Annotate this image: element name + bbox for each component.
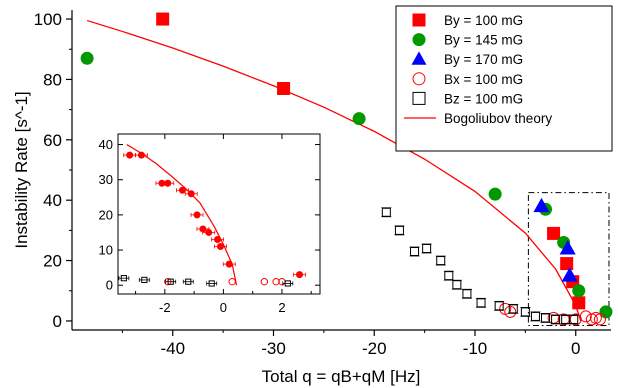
point-bx-100-mg bbox=[557, 313, 570, 326]
inset-y-tick-label: 10 bbox=[99, 243, 113, 258]
inset-point-open-square bbox=[185, 278, 192, 285]
inset-point-open-square bbox=[284, 280, 291, 287]
y-tick-label: 40 bbox=[43, 191, 62, 210]
point-by-100-mg bbox=[277, 81, 291, 95]
point-bz-100-mg bbox=[381, 207, 391, 217]
point-by-100-mg bbox=[560, 257, 574, 271]
inset-y-tick-label: 0 bbox=[106, 278, 113, 293]
point-bz-100-mg bbox=[410, 247, 420, 257]
point-bz-100-mg bbox=[436, 256, 446, 266]
point-bx-100-mg bbox=[593, 313, 606, 326]
point-bx-100-mg bbox=[579, 310, 592, 323]
point-bz-100-mg bbox=[520, 307, 530, 317]
y-tick-label: 60 bbox=[43, 131, 62, 150]
inset-point-filled-circle bbox=[225, 260, 233, 268]
inset-point-filled-circle bbox=[296, 271, 304, 279]
inset-point-filled-circle bbox=[164, 179, 172, 187]
legend-entry-by-100-mg: By = 100 mG bbox=[412, 13, 523, 28]
point-by-100-mg bbox=[547, 226, 561, 240]
y-axis-title: Instability Rate [s^-1] bbox=[12, 91, 31, 248]
point-by-170-mg bbox=[533, 197, 550, 213]
legend-swatch bbox=[412, 33, 426, 47]
inset-point-filled-circle bbox=[178, 186, 186, 194]
point-by-100-mg bbox=[156, 12, 170, 26]
legend-label: Bx = 100 mG bbox=[444, 72, 523, 87]
point-bz-100-mg bbox=[569, 314, 579, 324]
legend-entry-bx-100-mg: Bx = 100 mG bbox=[412, 72, 523, 87]
legend-swatch bbox=[412, 72, 426, 86]
point-bz-100-mg bbox=[462, 289, 472, 299]
inset-point-open-circle bbox=[228, 277, 236, 286]
inset-point-filled-circle bbox=[199, 225, 207, 233]
inset-point-filled-circle bbox=[216, 243, 224, 251]
point-bz-100-mg bbox=[508, 304, 518, 314]
inset-y-tick-label: 20 bbox=[99, 207, 113, 222]
point-by-170-mg bbox=[559, 240, 576, 255]
y-tick-label: 100 bbox=[34, 10, 62, 29]
inset-point-open-circle bbox=[260, 277, 269, 286]
x-tick-label: -20 bbox=[362, 339, 387, 358]
inset-point-open-square bbox=[141, 276, 148, 284]
legend-swatch bbox=[412, 13, 426, 27]
inset-x-tick-label: 2 bbox=[278, 300, 285, 315]
inset-point-filled-circle bbox=[187, 190, 195, 198]
inset-x-tick-label: -2 bbox=[159, 300, 171, 315]
point-by-100-mg bbox=[572, 296, 586, 310]
legend-swatch bbox=[412, 91, 426, 105]
x-tick-label: -30 bbox=[261, 339, 286, 358]
inset-point-filled-circle bbox=[193, 211, 201, 219]
point-bz-100-mg bbox=[530, 311, 540, 321]
legend-entry-by-145-mg: By = 145 mG bbox=[412, 33, 523, 48]
point-bz-100-mg bbox=[476, 298, 486, 308]
legend-label: By = 145 mG bbox=[444, 33, 523, 48]
y-tick-label: 80 bbox=[43, 70, 62, 89]
inset-point-open-square bbox=[208, 280, 215, 287]
legend-frame bbox=[395, 5, 613, 152]
inset-point-filled-circle bbox=[205, 228, 213, 236]
x-tick-label: -40 bbox=[160, 339, 185, 358]
point-bx-100-mg bbox=[504, 305, 517, 318]
inset-point-filled-circle bbox=[214, 235, 222, 243]
point-bz-100-mg bbox=[394, 225, 404, 235]
legend-label: Bogoliubov theory bbox=[444, 111, 552, 126]
highlight-box bbox=[527, 192, 610, 326]
point-by-145-mg bbox=[572, 284, 586, 298]
inset-x-tick-label: 0 bbox=[220, 300, 227, 315]
inset-point-open-square bbox=[120, 275, 127, 282]
y-tick-label: 20 bbox=[43, 252, 62, 271]
x-axis-title: Total q = qB+qM [Hz] bbox=[262, 367, 421, 386]
legend-entry-bz-100-mg: Bz = 100 mG bbox=[412, 91, 523, 106]
inset-y-tick-label: 40 bbox=[99, 137, 113, 152]
inset-y-tick-label: 30 bbox=[99, 172, 113, 187]
point-by-145-mg bbox=[80, 51, 94, 65]
inset-point-filled-circle bbox=[126, 151, 134, 159]
point-bz-100-mg bbox=[444, 271, 454, 281]
point-bz-100-mg bbox=[551, 314, 561, 324]
inset-point-open-square bbox=[167, 278, 174, 285]
series-line-bogoliubov-theory bbox=[86, 19, 582, 322]
inset-point-filled-circle bbox=[137, 151, 145, 159]
x-tick-label: -10 bbox=[463, 339, 488, 358]
y-tick-label: 0 bbox=[53, 312, 62, 331]
legend-entry-by-170-mg: By = 170 mG bbox=[411, 51, 523, 67]
point-by-145-mg bbox=[352, 112, 366, 126]
point-bz-100-mg bbox=[422, 243, 432, 253]
legend-label: Bz = 100 mG bbox=[444, 91, 523, 106]
x-tick-label: 0 bbox=[571, 339, 580, 358]
legend-entry-bogoliubov-theory: Bogoliubov theory bbox=[404, 111, 552, 126]
point-bz-100-mg bbox=[541, 313, 551, 323]
legend: By = 100 mG By = 145 mG By = 170 mG Bx = 10… bbox=[395, 5, 613, 152]
inset-point-open-circle bbox=[272, 277, 280, 286]
point-by-170-mg bbox=[561, 267, 578, 282]
legend-label: By = 170 mG bbox=[444, 52, 523, 67]
point-bz-100-mg bbox=[452, 280, 462, 290]
point-by-145-mg bbox=[488, 187, 502, 201]
legend-label: By = 100 mG bbox=[444, 13, 523, 28]
legend-swatch bbox=[411, 51, 427, 65]
point-bz-100-mg bbox=[494, 301, 504, 311]
